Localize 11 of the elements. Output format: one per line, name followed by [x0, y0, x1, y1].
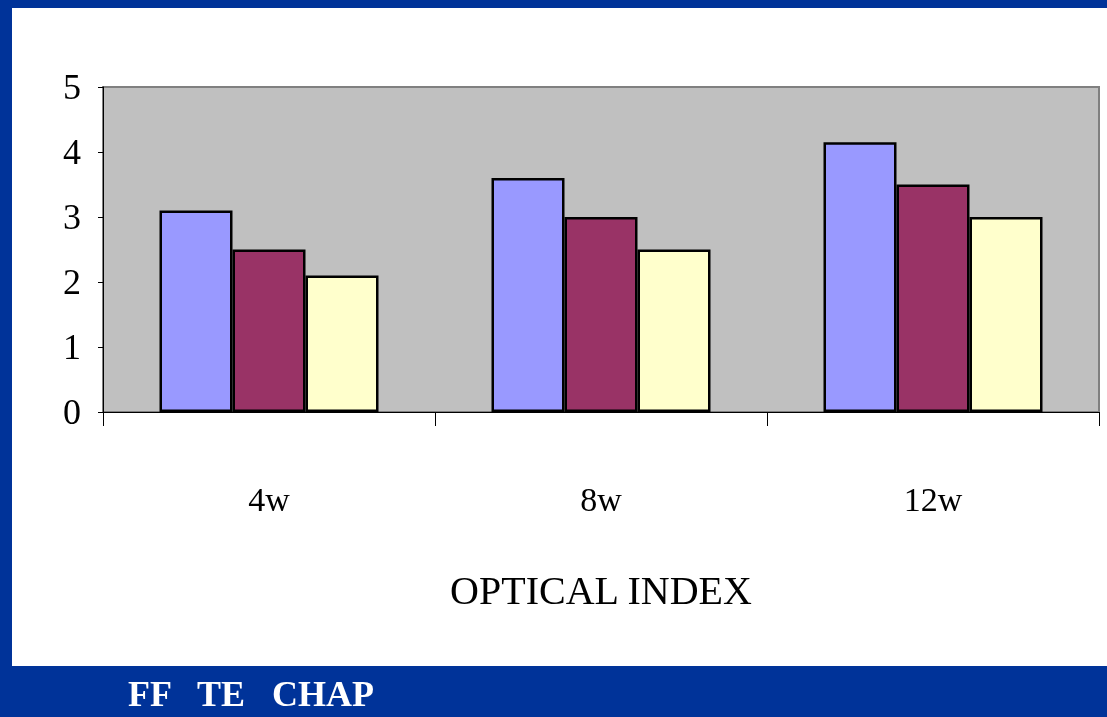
y-tick-label: 5	[63, 67, 81, 107]
x-tick-label: 8w	[580, 480, 623, 518]
y-tick-label: 3	[63, 197, 81, 237]
y-tick-label: 4	[63, 132, 81, 172]
x-tick-label: 4w	[248, 480, 291, 518]
y-tick-label: 1	[63, 327, 81, 367]
x-axis-title: OPTICAL INDEX	[450, 567, 753, 613]
x-tick-label: 12w	[903, 480, 963, 518]
text: FF TE CHAP	[128, 674, 375, 714]
y-tick-label: 0	[63, 392, 81, 432]
y-tick-label: 2	[63, 262, 81, 302]
